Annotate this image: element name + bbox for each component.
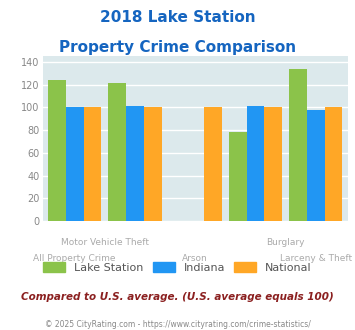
Text: © 2025 CityRating.com - https://www.cityrating.com/crime-statistics/: © 2025 CityRating.com - https://www.city… — [45, 320, 310, 329]
Bar — [48, 80, 66, 221]
Text: Property Crime Comparison: Property Crime Comparison — [59, 40, 296, 54]
Bar — [126, 106, 144, 221]
Bar — [247, 106, 264, 221]
Text: Burglary: Burglary — [266, 238, 305, 247]
Text: Arson: Arson — [182, 254, 208, 263]
Bar — [109, 83, 126, 221]
Bar — [204, 107, 222, 221]
Bar — [229, 132, 247, 221]
Text: All Property Crime: All Property Crime — [33, 254, 116, 263]
Bar — [264, 107, 282, 221]
Text: 2018 Lake Station: 2018 Lake Station — [100, 10, 255, 25]
Text: Larceny & Theft: Larceny & Theft — [280, 254, 352, 263]
Bar — [66, 107, 83, 221]
Bar — [324, 107, 342, 221]
Text: Motor Vehicle Theft: Motor Vehicle Theft — [61, 238, 149, 247]
Bar — [144, 107, 162, 221]
Bar — [289, 69, 307, 221]
Bar — [307, 110, 324, 221]
Bar — [83, 107, 101, 221]
Text: Compared to U.S. average. (U.S. average equals 100): Compared to U.S. average. (U.S. average … — [21, 292, 334, 302]
Legend: Lake Station, Indiana, National: Lake Station, Indiana, National — [39, 258, 316, 278]
